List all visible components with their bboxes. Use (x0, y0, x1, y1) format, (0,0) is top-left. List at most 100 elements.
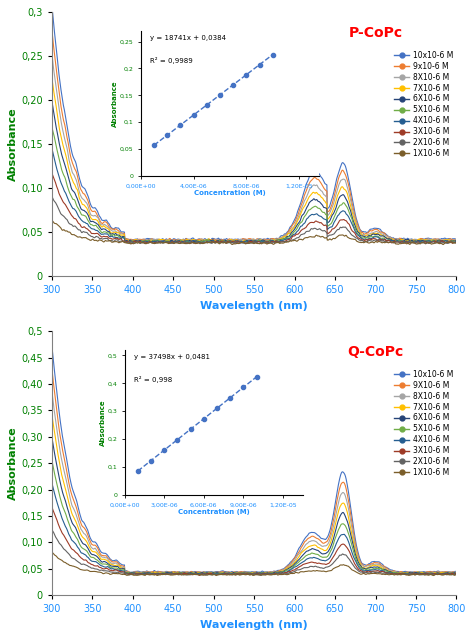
Line: 7X10-6 M: 7X10-6 M (52, 78, 456, 242)
Line: 8X10-6 M: 8X10-6 M (52, 391, 456, 574)
2X10-6 M (185, 571, 191, 579)
Y-axis label: Absorbance: Absorbance (9, 426, 18, 500)
3X10-6 M (117, 235, 123, 243)
9x10-6 M (270, 235, 276, 242)
7X10-6 M (117, 563, 123, 571)
6X10-6 M (262, 237, 268, 245)
4X10-6 M (49, 145, 55, 152)
7X10-6 M (412, 570, 418, 577)
9X10-6 M (270, 568, 276, 575)
10x10-6 M (225, 236, 230, 244)
Legend: 10x10-6 M, 9X10-6 M, 8X10-6 M, 7X10-6 M, 6X10-6 M, 5X10-6 M, 4X10-6 M, 3X10-6 M,: 10x10-6 M, 9X10-6 M, 8X10-6 M, 7X10-6 M,… (391, 367, 457, 480)
5X10-6 M (262, 238, 268, 246)
10x10-6 M (270, 568, 276, 575)
Line: 10x10-6 M: 10x10-6 M (52, 5, 456, 241)
4X10-6 M (270, 570, 276, 577)
3X10-6 M (270, 570, 276, 578)
Line: 7X10-6 M: 7X10-6 M (52, 415, 456, 574)
7X10-6 M (262, 568, 267, 576)
6X10-6 M (186, 237, 191, 245)
6X10-6 M (180, 238, 185, 246)
4X10-6 M (225, 239, 230, 246)
10x10-6 M (262, 235, 268, 243)
1X10-6 M (262, 571, 267, 579)
5X10-6 M (103, 560, 109, 568)
2X10-6 M (258, 572, 264, 579)
10x10-6 M (210, 568, 216, 576)
5X10-6 M (270, 570, 276, 577)
6X10-6 M (103, 226, 109, 234)
3X10-6 M (49, 503, 55, 510)
Line: 1X10-6 M: 1X10-6 M (52, 221, 456, 244)
1X10-6 M (185, 570, 191, 578)
X-axis label: Wavelength (nm): Wavelength (nm) (201, 619, 308, 630)
6X10-6 M (454, 237, 459, 244)
8X10-6 M (270, 568, 276, 576)
Line: 9X10-6 M: 9X10-6 M (52, 369, 456, 573)
10x10-6 M (225, 568, 230, 575)
6X10-6 M (153, 570, 159, 578)
X-axis label: Wavelength (nm): Wavelength (nm) (201, 300, 308, 311)
6X10-6 M (49, 97, 55, 105)
7X10-6 M (262, 237, 268, 244)
Line: 6X10-6 M: 6X10-6 M (52, 101, 456, 242)
8X10-6 M (193, 570, 199, 577)
Y-axis label: Absorbance: Absorbance (9, 107, 18, 181)
5X10-6 M (454, 570, 459, 578)
1X10-6 M (49, 217, 55, 225)
8X10-6 M (454, 236, 459, 244)
Line: 9x10-6 M: 9x10-6 M (52, 30, 456, 241)
5X10-6 M (191, 239, 197, 247)
6X10-6 M (117, 232, 123, 240)
1X10-6 M (49, 548, 55, 556)
6X10-6 M (270, 569, 276, 577)
7X10-6 M (225, 570, 230, 577)
7X10-6 M (103, 556, 109, 563)
4X10-6 M (49, 479, 55, 487)
4X10-6 M (117, 567, 123, 574)
9x10-6 M (262, 235, 267, 243)
10x10-6 M (103, 549, 109, 557)
2X10-6 M (262, 239, 268, 247)
3X10-6 M (454, 570, 459, 577)
4X10-6 M (186, 238, 191, 246)
4X10-6 M (270, 237, 276, 245)
5X10-6 M (185, 238, 191, 246)
2X10-6 M (454, 571, 459, 579)
4X10-6 M (262, 570, 268, 577)
10x10-6 M (49, 1, 55, 9)
5X10-6 M (186, 570, 191, 577)
7X10-6 M (186, 237, 191, 244)
4X10-6 M (454, 570, 459, 577)
7X10-6 M (117, 231, 123, 239)
Text: Q-CoPc: Q-CoPc (347, 345, 404, 359)
1X10-6 M (440, 241, 446, 248)
8X10-6 M (103, 221, 109, 229)
8X10-6 M (225, 237, 230, 244)
2X10-6 M (270, 570, 276, 578)
9x10-6 M (117, 229, 123, 237)
8X10-6 M (49, 50, 55, 57)
8X10-6 M (262, 236, 268, 244)
8X10-6 M (225, 568, 230, 576)
3X10-6 M (117, 568, 123, 575)
4X10-6 M (103, 563, 109, 571)
5X10-6 M (225, 237, 230, 245)
4X10-6 M (454, 237, 459, 245)
Line: 5X10-6 M: 5X10-6 M (52, 127, 456, 243)
8X10-6 M (49, 387, 55, 395)
1X10-6 M (103, 237, 109, 244)
7X10-6 M (454, 568, 459, 576)
9x10-6 M (49, 26, 55, 34)
2X10-6 M (185, 239, 191, 246)
1X10-6 M (270, 570, 276, 578)
7X10-6 M (170, 238, 175, 246)
2X10-6 M (262, 570, 268, 578)
9X10-6 M (103, 552, 109, 560)
5X10-6 M (454, 238, 459, 246)
4X10-6 M (185, 570, 191, 577)
3X10-6 M (225, 238, 230, 246)
5X10-6 M (49, 123, 55, 131)
6X10-6 M (270, 237, 276, 244)
3X10-6 M (103, 233, 109, 241)
